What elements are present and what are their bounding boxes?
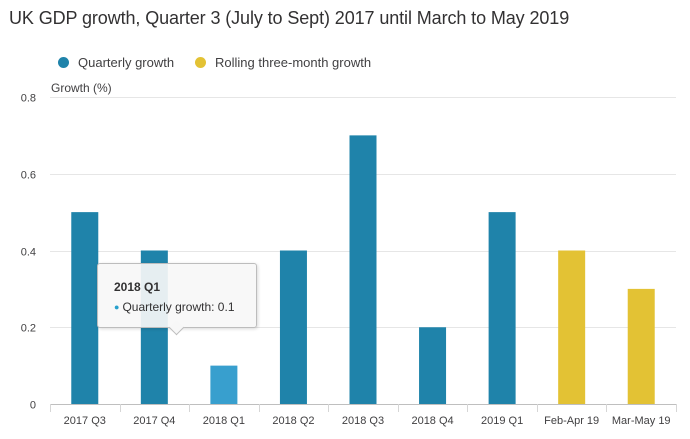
legend-swatch-quarterly (58, 57, 69, 68)
y-tick-label: 0.8 (21, 93, 36, 105)
x-tick-label: 2018 Q3 (342, 415, 384, 427)
bar-2018-q3[interactable] (349, 135, 377, 404)
y-tick-label: 0.2 (21, 323, 36, 335)
bar-mar-may-19[interactable] (627, 288, 655, 404)
tooltip-dot-icon: ● (114, 302, 120, 312)
legend-label-rolling: Rolling three-month growth (215, 55, 372, 70)
legend-swatch-rolling (195, 57, 206, 68)
x-tick-label: 2019 Q1 (481, 415, 523, 427)
x-tick-label: 2018 Q4 (411, 415, 453, 427)
x-axis: 2017 Q3 2017 Q4 2018 Q1 2018 Q2 2018 Q3 2018 … (50, 404, 677, 427)
y-axis-label: Growth (%) (51, 81, 112, 95)
tooltip-row: ● Quarterly growth: 0.1 (114, 300, 235, 314)
tooltip-value: Quarterly growth: 0.1 (122, 300, 235, 314)
legend-item-rolling[interactable]: Rolling three-month growth (195, 55, 371, 70)
y-tick-label: 0.4 (21, 247, 36, 259)
tooltip: 2018 Q1 ● Quarterly growth: 0.1 (97, 263, 257, 336)
x-tick-label: 2017 Q3 (64, 415, 106, 427)
legend-item-quarterly[interactable]: Quarterly growth (58, 55, 174, 70)
y-tick-label: 0 (30, 400, 36, 412)
y-tick-label: 0.6 (21, 170, 36, 182)
bar-feb-apr-19[interactable] (558, 250, 586, 405)
x-tick-label: Mar-May 19 (612, 415, 671, 427)
bar-2018-q2[interactable] (279, 250, 307, 405)
legend-label-quarterly: Quarterly growth (78, 55, 175, 70)
bar-2019-q1[interactable] (488, 212, 516, 404)
x-tick-label: 2017 Q4 (133, 415, 175, 427)
x-tick-label: 2018 Q2 (272, 415, 314, 427)
bar-2018-q1[interactable] (210, 365, 238, 404)
y-axis-ticks: 0 0.2 0.4 0.6 0.8 (21, 93, 36, 412)
tooltip-title: 2018 Q1 (114, 280, 161, 294)
x-tick-label: Feb-Apr 19 (544, 415, 599, 427)
x-tick-label: 2018 Q1 (203, 415, 245, 427)
bar-2018-q4[interactable] (419, 327, 447, 404)
chart-title: UK GDP growth, Quarter 3 (July to Sept) … (9, 8, 570, 28)
bar-2017-q3[interactable] (71, 212, 99, 404)
